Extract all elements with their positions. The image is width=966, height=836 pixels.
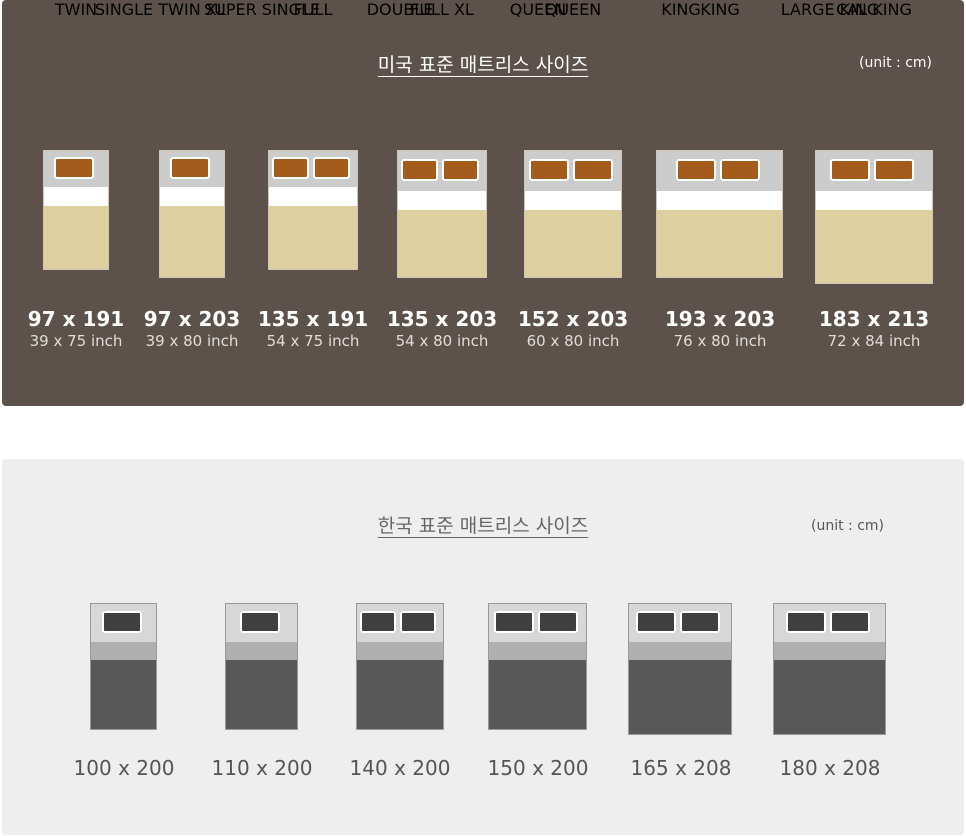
duvet (91, 660, 156, 729)
kr-bed-dimension-cm: 180 x 208 (779, 756, 881, 780)
us-bed-illustration (397, 150, 487, 278)
duvet (160, 206, 224, 277)
kr-bed-illustration (356, 603, 444, 730)
kr-panel-title: 한국 표준 매트리스 사이즈 (377, 515, 589, 537)
us-bed-dimension-inch: 72 x 84 inch (827, 332, 921, 350)
sheet-fold (774, 642, 885, 660)
pillow-icon (493, 611, 534, 633)
us-bed-dimension-inch: 39 x 80 inch (145, 332, 239, 350)
sheet-fold (816, 191, 932, 210)
kr-bed-dimension-cm: 110 x 200 (211, 756, 313, 780)
pillow-icon (573, 159, 613, 181)
pillow-icon (529, 159, 569, 181)
duvet (629, 660, 731, 734)
sheet-fold (657, 191, 782, 210)
sheet-fold (269, 187, 357, 206)
pillow-icon (680, 611, 720, 633)
kr-bed-size-label: SINGLE (94, 0, 154, 19)
us-bed-dimension-cm: 135 x 203 (386, 307, 498, 331)
us-bed-size-label: KING (700, 0, 740, 19)
sheet-fold (489, 642, 586, 660)
pillow-icon (170, 157, 210, 179)
us-bed-size-label: FULL (293, 0, 333, 19)
kr-bed-dimension-cm: 100 x 200 (73, 756, 175, 780)
duvet (816, 210, 932, 283)
us-bed-dimension-cm: 193 x 203 (664, 307, 776, 331)
kr-bed-size-label: KING (661, 0, 701, 19)
kr-unit-note: (unit : cm) (810, 518, 884, 534)
pillow-icon (54, 157, 94, 179)
duvet (357, 660, 443, 729)
duvet (489, 660, 586, 729)
kr-bed-illustration (773, 603, 886, 735)
pillow-icon (675, 159, 716, 181)
kr-bed-size-label: QUEEN (509, 0, 567, 19)
duvet (269, 206, 357, 269)
pillow-icon (442, 159, 479, 181)
kr-bed-dimension-cm: 150 x 200 (487, 756, 589, 780)
us-bed-dimension-inch: 54 x 75 inch (266, 332, 360, 350)
pillow-icon (401, 159, 438, 181)
pillow-icon (785, 611, 826, 633)
us-bed-dimension-cm: 135 x 191 (257, 307, 369, 331)
duvet (226, 660, 297, 729)
pillow-icon (272, 157, 309, 179)
sheet-fold (398, 191, 486, 210)
sheet-fold (629, 642, 731, 660)
sheet-fold (226, 642, 297, 660)
kr-bed-illustration (90, 603, 157, 730)
kr-bed-illustration (225, 603, 298, 730)
us-bed-dimension-inch: 39 x 75 inch (29, 332, 123, 350)
pillow-icon (537, 611, 578, 633)
us-bed-size-label: QUEEN (544, 0, 602, 19)
us-bed-illustration (524, 150, 622, 278)
pillow-icon (829, 611, 870, 633)
us-bed-dimension-inch: 54 x 80 inch (395, 332, 489, 350)
us-bed-dimension-inch: 76 x 80 inch (673, 332, 767, 350)
duvet (657, 210, 782, 277)
us-panel-title: 미국 표준 매트리스 사이즈 (377, 54, 589, 76)
pillow-icon (874, 159, 914, 181)
us-bed-illustration (268, 150, 358, 270)
pillow-icon (101, 611, 142, 633)
us-bed-size-label: CAL KING (836, 0, 912, 19)
duvet (398, 210, 486, 277)
kr-bed-size-label: SUPER SINGLE (203, 0, 321, 19)
us-bed-illustration (656, 150, 783, 278)
us-bed-size-label: FULL XL (410, 0, 474, 19)
pillow-icon (400, 611, 436, 633)
pillow-icon (830, 159, 870, 181)
us-bed-size-label: TWIN XL (158, 0, 226, 19)
duvet (774, 660, 885, 734)
pillow-icon (636, 611, 676, 633)
us-bed-illustration (159, 150, 225, 278)
us-bed-dimension-cm: 183 x 213 (818, 307, 930, 331)
us-unit-note: (unit : cm) (858, 55, 932, 71)
us-bed-dimension-cm: 152 x 203 (517, 307, 629, 331)
us-bed-illustration (815, 150, 933, 284)
us-bed-dimension-cm: 97 x 203 (143, 307, 241, 331)
us-bed-dimension-inch: 60 x 80 inch (526, 332, 620, 350)
kr-bed-illustration (488, 603, 587, 730)
us-bed-size-label: TWIN (54, 0, 98, 19)
sheet-fold (525, 191, 621, 210)
kr-bed-illustration (628, 603, 732, 735)
sheet-fold (160, 187, 224, 206)
duvet (44, 206, 108, 269)
kr-bed-size-label: DOUBLE (366, 0, 434, 19)
kr-bed-size-label: LARGE KING (780, 0, 880, 19)
kr-bed-dimension-cm: 140 x 200 (349, 756, 451, 780)
pillow-icon (239, 611, 280, 633)
kr-bed-dimension-cm: 165 x 208 (630, 756, 732, 780)
pillow-icon (719, 159, 760, 181)
pillow-icon (360, 611, 396, 633)
sheet-fold (91, 642, 156, 660)
pillow-icon (313, 157, 350, 179)
sheet-fold (357, 642, 443, 660)
sheet-fold (44, 187, 108, 206)
duvet (525, 210, 621, 277)
us-bed-illustration (43, 150, 109, 270)
us-bed-dimension-cm: 97 x 191 (27, 307, 125, 331)
